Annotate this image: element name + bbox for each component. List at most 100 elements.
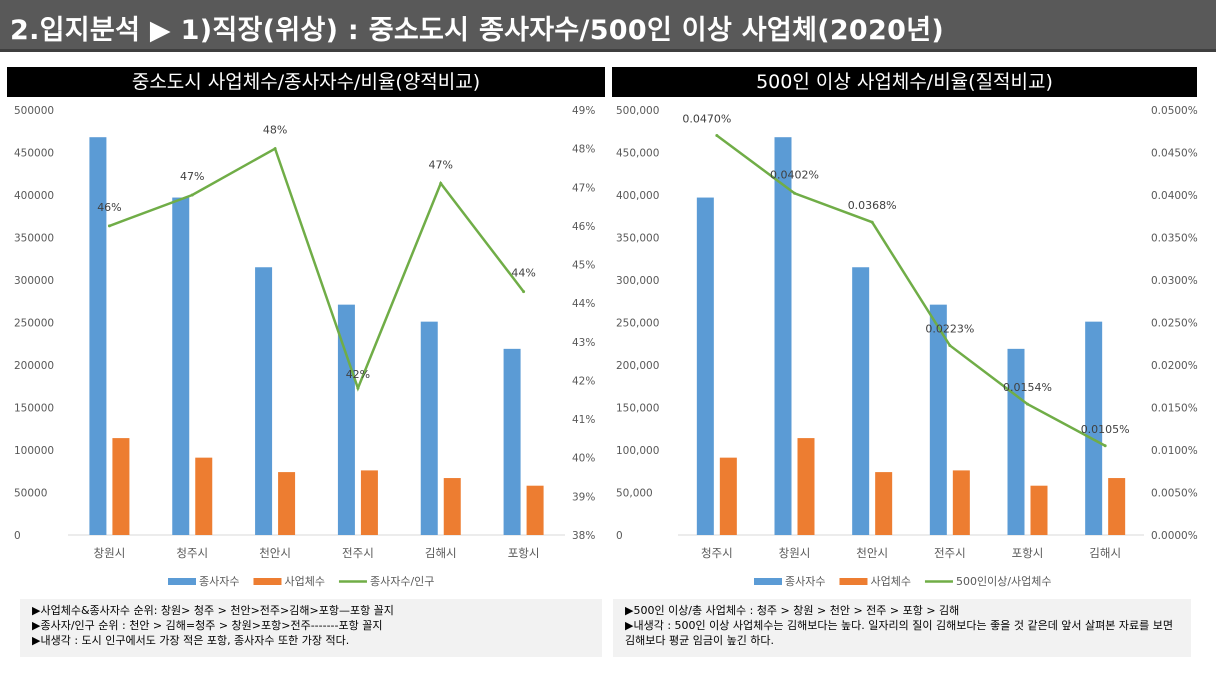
data-label: 0.0154% xyxy=(1003,381,1052,394)
note-line: ▶사업체수&종사자수 순위: 창원> 청주 > 천안>전주>김해>포항—포항 꼴… xyxy=(32,604,394,617)
left-axis-tick-label: 150000 xyxy=(14,403,54,415)
bar-사업체수 xyxy=(195,457,213,535)
right-axis-tick-label: 0.0150% xyxy=(1151,403,1198,415)
data-label: 48% xyxy=(263,124,287,137)
bar-종사자수 xyxy=(852,267,870,535)
right-axis-tick-label: 48% xyxy=(572,144,595,156)
note-line: ▶내생각 : 500인 이상 사업체수는 김해보다는 높다. 일자리의 질이 김… xyxy=(625,619,1173,647)
bar-사업체수 xyxy=(112,438,130,535)
bar-사업체수 xyxy=(719,457,737,535)
right-axis-tick-label: 0.0250% xyxy=(1151,318,1198,330)
line-point xyxy=(715,134,719,137)
right-axis-tick-label: 43% xyxy=(572,337,595,349)
left-axis-tick-label: 50000 xyxy=(14,488,47,500)
line-point xyxy=(190,193,194,197)
data-label: 0.0470% xyxy=(682,113,731,126)
x-axis-category-label: 창원시 xyxy=(779,546,811,560)
bar-사업체수 xyxy=(443,478,461,535)
x-axis-category-label: 창원시 xyxy=(94,546,126,560)
right-note-box: ▶500인 이상/총 사업체수 : 청주 > 창원 > 천안 > 전주 > 포항… xyxy=(613,599,1191,657)
right-axis-tick-label: 0.0350% xyxy=(1151,233,1198,245)
data-label: 44% xyxy=(511,267,535,280)
legend-label: 사업체수 xyxy=(284,575,324,588)
page-title: 2.입지분석 ▶ 1)직장(위상) : 중소도시 종사자수/500인 이상 사업… xyxy=(10,15,944,46)
bar-종사자수 xyxy=(774,137,792,535)
left-axis-tick-label: 200,000 xyxy=(616,360,659,372)
line-point xyxy=(870,220,874,224)
data-label: 47% xyxy=(180,170,204,183)
left-axis-tick-label: 0 xyxy=(14,530,21,542)
bar-사업체수 xyxy=(1108,478,1126,535)
bar-종사자수 xyxy=(89,137,107,535)
left-axis-tick-label: 0 xyxy=(616,530,623,542)
bar-사업체수 xyxy=(278,472,296,535)
line-point xyxy=(948,343,952,347)
legend-swatch xyxy=(253,578,282,585)
left-combo-chart: 0 50000 100000 150000 200000 250000 300000 3500… xyxy=(14,105,595,588)
left-axis-tick-label: 450000 xyxy=(14,148,54,160)
left-panel-header: 중소도시 사업체수/종사자수/비율(양적비교) xyxy=(7,67,605,97)
line-point xyxy=(793,191,796,195)
data-label: 0.0368% xyxy=(848,199,897,212)
left-note-box: ▶사업체수&종사자수 순위: 창원> 청주 > 천안>전주>김해>포항—포항 꼴… xyxy=(20,599,602,657)
line-point xyxy=(107,224,111,228)
right-axis-tick-label: 49% xyxy=(572,105,595,117)
left-axis-tick-label: 350000 xyxy=(14,233,54,245)
right-axis-tick-label: 0.0200% xyxy=(1151,360,1198,372)
left-axis-tick-label: 100000 xyxy=(14,445,54,457)
data-label: 47% xyxy=(429,158,453,171)
left-axis-tick-label: 400000 xyxy=(14,190,54,202)
bar-종사자수 xyxy=(172,197,190,536)
bar-종사자수 xyxy=(337,304,355,535)
right-axis-tick-label: 0.0000% xyxy=(1151,530,1198,542)
data-label: 42% xyxy=(346,368,370,381)
note-line: ▶500인 이상/총 사업체수 : 청주 > 창원 > 천안 > 전주 > 포항… xyxy=(625,604,960,617)
x-axis-category-label: 전주시 xyxy=(934,546,966,560)
legend-label: 종사자수 xyxy=(199,575,239,588)
bar-종사자수 xyxy=(1007,348,1025,535)
right-axis-tick-label: 0.0400% xyxy=(1151,190,1198,202)
left-axis-tick-label: 50,000 xyxy=(616,488,653,500)
left-axis-tick-label: 250,000 xyxy=(616,318,659,330)
note-line: ▶내생각 : 도시 인구에서도 가장 적은 포항, 종사자수 또한 가장 적다. xyxy=(32,634,350,647)
line-point xyxy=(273,147,277,151)
x-axis-category-label: 청주시 xyxy=(176,546,208,560)
bar-사업체수 xyxy=(797,438,815,535)
line-point xyxy=(1026,402,1029,406)
legend-swatch xyxy=(839,578,868,585)
left-axis-tick-label: 500000 xyxy=(14,105,54,117)
left-axis-tick-label: 350,000 xyxy=(616,233,659,245)
right-axis-tick-label: 45% xyxy=(572,260,595,272)
right-axis-tick-label: 40% xyxy=(572,453,595,465)
x-axis-category-label: 천안시 xyxy=(856,546,888,560)
left-axis-tick-label: 400,000 xyxy=(616,190,659,202)
data-label: 46% xyxy=(97,201,121,214)
line-series xyxy=(716,134,1106,447)
bar-사업체수 xyxy=(526,485,544,535)
bar-사업체수 xyxy=(1030,485,1048,535)
line-point xyxy=(439,181,443,185)
left-axis-tick-label: 450,000 xyxy=(616,148,659,160)
x-axis-category-label: 김해시 xyxy=(1089,546,1121,560)
left-axis-tick-label: 300,000 xyxy=(616,275,659,287)
title-bar: 2.입지분석 ▶ 1)직장(위상) : 중소도시 종사자수/500인 이상 사업… xyxy=(0,0,1216,52)
legend-swatch xyxy=(754,578,782,585)
line-point xyxy=(522,290,526,294)
legend-label: 종사자수 xyxy=(785,575,825,588)
line-point xyxy=(1103,444,1107,448)
bar-사업체수 xyxy=(952,470,970,535)
right-axis-tick-label: 41% xyxy=(572,414,595,426)
legend-label: 사업체수 xyxy=(870,575,910,588)
right-axis-tick-label: 0.0100% xyxy=(1151,445,1198,457)
x-axis-category-label: 전주시 xyxy=(342,546,374,560)
bar-종사자수 xyxy=(1085,321,1103,535)
x-axis-category-label: 김해시 xyxy=(425,546,457,560)
line-series xyxy=(108,146,525,392)
left-axis-tick-label: 500,000 xyxy=(616,105,659,117)
right-panel-header: 500인 이상 사업체수/비율(질적비교) xyxy=(612,67,1197,97)
legend-label: 500인이상/사업체수 xyxy=(956,575,1052,588)
bar-사업체수 xyxy=(875,472,893,535)
right-axis-tick-label: 0.0450% xyxy=(1151,148,1198,160)
x-axis-category-label: 포항시 xyxy=(1012,546,1044,560)
left-axis-tick-label: 300000 xyxy=(14,275,54,287)
